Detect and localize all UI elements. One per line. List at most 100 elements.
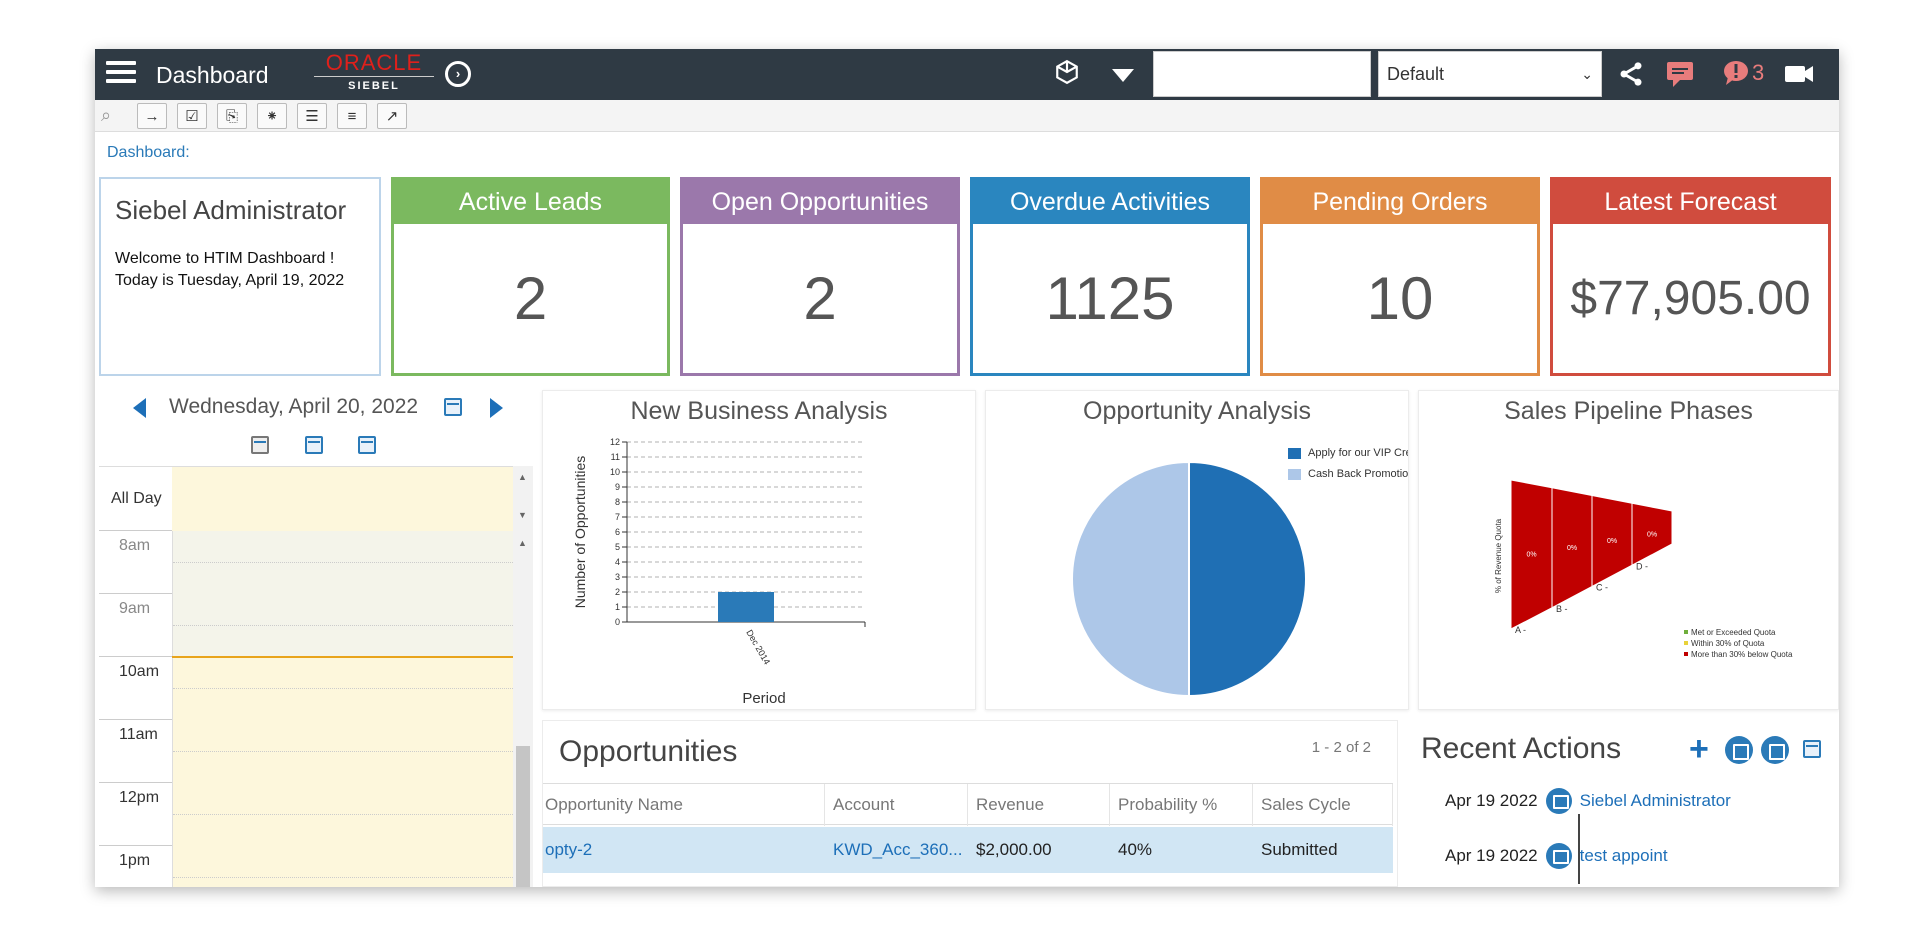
table-row[interactable]: opty-2 KWD_Acc_360... $2,000.00 40% Subm…	[543, 827, 1393, 873]
admin-welcome-card: Siebel Administrator Welcome to HTIM Das…	[99, 177, 381, 376]
opportunity-analysis-panel: Opportunity Analysis Apply for our VIP C…	[985, 390, 1409, 710]
new-contact-icon[interactable]	[1761, 736, 1789, 764]
day-view-icon[interactable]	[251, 436, 269, 454]
month-view-icon[interactable]	[358, 436, 376, 454]
opportunity-analysis-title: Opportunity Analysis	[1083, 397, 1311, 425]
next-day-icon[interactable]	[490, 398, 503, 418]
breadcrumb[interactable]: Dashboard:	[107, 144, 190, 161]
cube-icon[interactable]	[1054, 59, 1080, 92]
column-header[interactable]: Probability %	[1110, 784, 1253, 826]
view-selector[interactable]: Default ⌄	[1378, 51, 1602, 97]
search-icon[interactable]: ⌕	[101, 105, 112, 125]
hour-row: 12pm	[99, 783, 513, 846]
column-header[interactable]: Account	[825, 784, 968, 826]
y-tick-label: 2	[615, 587, 620, 597]
share-icon[interactable]	[1617, 60, 1645, 93]
scroll-up-icon[interactable]: ▲	[518, 538, 527, 548]
secondary-toolbar: ⌕ → ☑ ⎘ ⁕ ☰ ≡ ↗	[95, 100, 1839, 132]
hour-label: 8am	[119, 537, 151, 554]
top-bar: Dashboard ORACLE SIEBEL › Default ⌄ 3	[95, 49, 1839, 100]
hour-cell[interactable]	[172, 594, 513, 657]
notification-count: 3	[1752, 60, 1765, 85]
checklist-button[interactable]: ☑	[177, 103, 207, 129]
hour-cell[interactable]	[172, 783, 513, 846]
date-picker-icon[interactable]	[444, 398, 462, 416]
pie-slice	[1188, 460, 1307, 698]
y-tick-label: 9	[615, 482, 620, 492]
clipboard-button[interactable]: ≡	[337, 103, 367, 129]
funnel-category-label: C -	[1596, 583, 1608, 593]
column-header[interactable]: Sales Cycle	[1253, 784, 1393, 826]
revenue-cell: $2,000.00	[976, 840, 1052, 859]
kpi-label: Latest Forecast	[1553, 180, 1828, 224]
forward-circle-icon[interactable]: ›	[445, 61, 471, 87]
copy-button[interactable]: ⎘	[217, 103, 247, 129]
scroll-down-icon[interactable]: ▼	[518, 510, 527, 520]
calendar-icon[interactable]	[1803, 740, 1821, 758]
legend-label: Apply for our VIP Crec	[1308, 447, 1408, 459]
hour-cell[interactable]	[172, 531, 513, 594]
menu-icon[interactable]	[106, 61, 136, 87]
action-date: Apr 19 2022	[1445, 846, 1538, 865]
kpi-active-leads[interactable]: Active Leads 2	[391, 177, 670, 376]
funnel-y-axis-label: % of Revenue Quota	[1494, 518, 1503, 593]
hour-cell[interactable]	[172, 720, 513, 783]
scroll-up-icon[interactable]: ▲	[518, 472, 527, 482]
hour-row: 1pm	[99, 846, 513, 887]
funnel-segment-label: 0%	[1607, 538, 1617, 545]
y-axis-label: Number of Opportunities	[572, 456, 588, 609]
calendar-scrollbar[interactable]: ▲ ▼ ▲	[513, 466, 533, 887]
action-date: Apr 19 2022	[1445, 791, 1538, 810]
sales-cycle-cell: Submitted	[1261, 840, 1338, 859]
contact-card-icon	[1545, 788, 1572, 814]
funnel-category-label: B -	[1556, 604, 1568, 614]
table-header: Opportunity Name Account Revenue Probabi…	[543, 783, 1393, 826]
funnel-segment-label: 0%	[1526, 552, 1536, 559]
y-tick-label: 7	[615, 512, 620, 522]
list-button[interactable]: ☰	[297, 103, 327, 129]
kpi-label: Open Opportunities	[683, 180, 957, 224]
funnel-segment-label: 0%	[1567, 545, 1577, 552]
chart-button[interactable]: ↗	[377, 103, 407, 129]
y-tick-label: 1	[615, 602, 620, 612]
prev-day-icon[interactable]	[133, 398, 146, 418]
account-link[interactable]: KWD_Acc_360...	[833, 840, 963, 859]
notifications[interactable]: 3	[1722, 59, 1764, 87]
workflow-button[interactable]: ⁕	[257, 103, 287, 129]
hour-row: 8am	[99, 531, 513, 594]
video-camera-icon[interactable]	[1783, 63, 1815, 90]
pie-slice	[1071, 460, 1190, 698]
hour-label: 11am	[119, 726, 158, 743]
scrollbar-thumb[interactable]	[516, 746, 530, 887]
y-tick-label: 3	[615, 572, 620, 582]
hour-cell[interactable]	[172, 846, 513, 887]
y-tick-label: 8	[615, 497, 620, 507]
search-input[interactable]	[1153, 51, 1371, 97]
dropdown-triangle-icon[interactable]	[1112, 69, 1134, 82]
kpi-label: Overdue Activities	[973, 180, 1247, 224]
all-day-cell[interactable]	[172, 467, 513, 531]
chevron-down-icon: ⌄	[1581, 65, 1593, 82]
kpi-pending-orders[interactable]: Pending Orders 10	[1260, 177, 1540, 376]
opportunities-title: Opportunities	[559, 735, 738, 768]
column-header[interactable]: Opportunity Name	[543, 784, 825, 826]
new-document-icon[interactable]	[1725, 736, 1753, 764]
hour-label: 1pm	[119, 852, 151, 869]
week-view-icon[interactable]	[305, 436, 323, 454]
kpi-latest-forecast[interactable]: Latest Forecast $77,905.00	[1550, 177, 1831, 376]
column-header[interactable]: Revenue	[968, 784, 1110, 826]
all-day-row: All Day	[99, 467, 513, 531]
legend-swatch	[1288, 447, 1301, 459]
funnel-segment-label: 0%	[1647, 531, 1657, 538]
add-icon[interactable]: +	[1689, 730, 1709, 768]
kpi-overdue-activities[interactable]: Overdue Activities 1125	[970, 177, 1250, 376]
hour-cell[interactable]	[172, 657, 513, 720]
go-arrow-button[interactable]: →	[137, 103, 167, 129]
action-link[interactable]: Siebel Administrator	[1579, 791, 1731, 810]
welcome-message: Welcome to HTIM Dashboard ! Today is Tue…	[115, 250, 345, 289]
kpi-open-opportunities[interactable]: Open Opportunities 2	[680, 177, 960, 376]
opportunity-name-link[interactable]: opty-2	[545, 840, 593, 859]
chat-icon[interactable]	[1665, 60, 1697, 93]
kpi-value: 10	[1366, 265, 1434, 332]
action-link[interactable]: test appoint	[1579, 846, 1668, 865]
